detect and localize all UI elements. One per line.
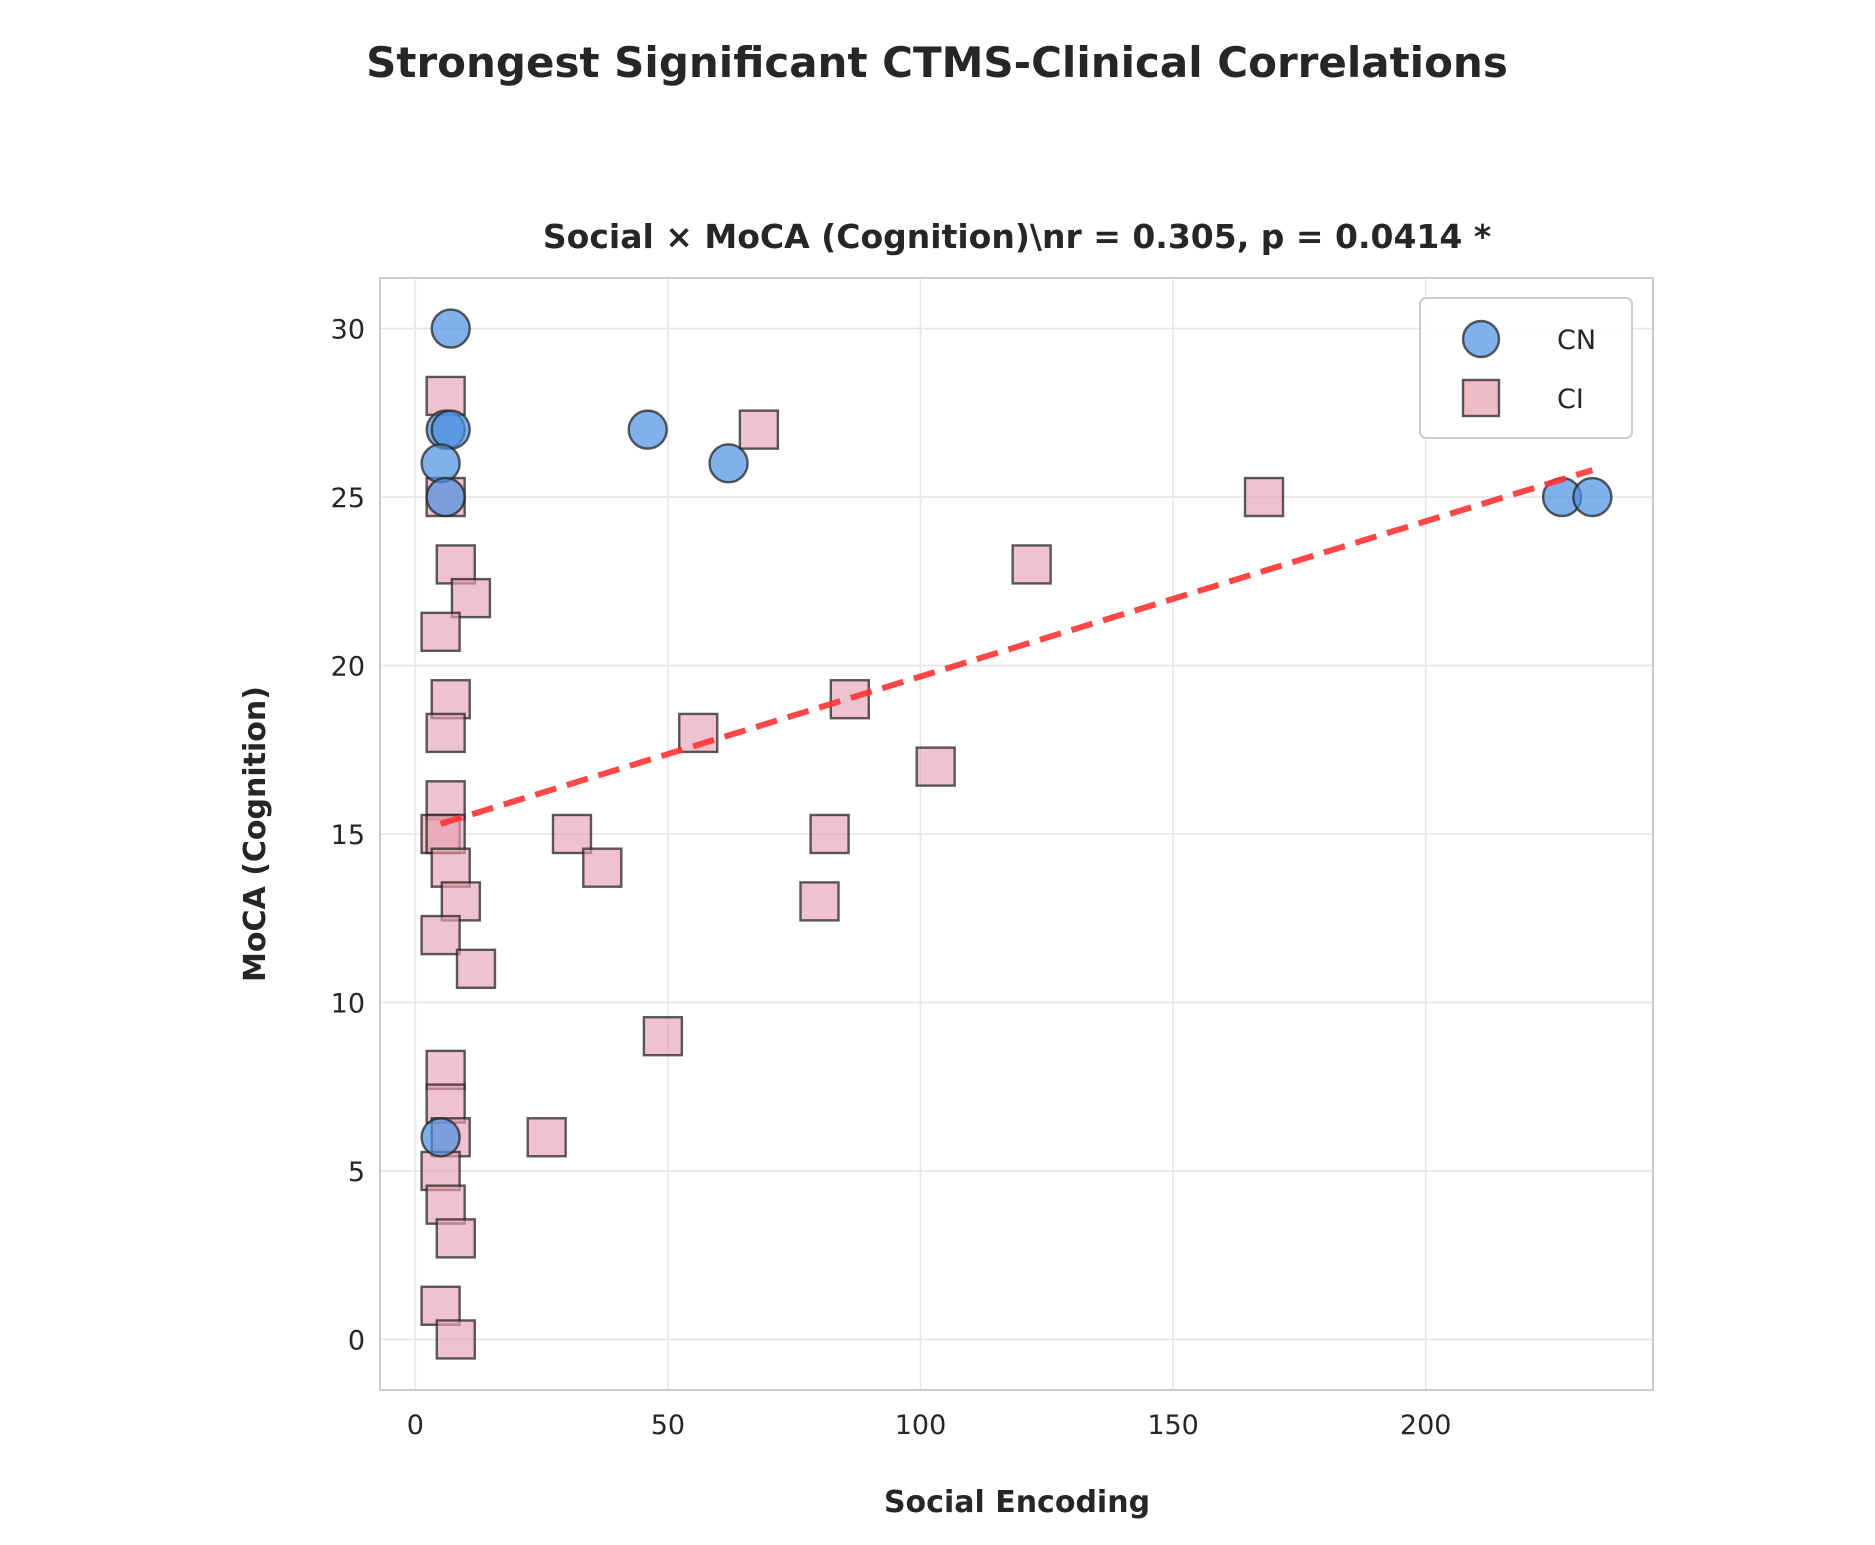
ci-point [455, 948, 497, 989]
ci-point [430, 847, 471, 888]
ci-point [425, 1083, 466, 1124]
y-tick-label: 0 [348, 1325, 365, 1356]
ci-point [1011, 544, 1052, 585]
ci-point [809, 813, 850, 855]
ci-point [1243, 476, 1285, 518]
ci-point [420, 1150, 461, 1192]
legend-ci-marker [1461, 378, 1501, 418]
ci-point [799, 881, 840, 922]
y-axis-label: MoCA (Cognition) [238, 686, 273, 982]
trend-line [439, 467, 1594, 827]
ci-point [435, 544, 476, 585]
cn-point [430, 409, 471, 450]
cn-point [627, 409, 668, 450]
ci-point [440, 881, 482, 922]
ci-point [526, 1117, 567, 1158]
ci-point [425, 712, 466, 754]
x-tick-label: 0 [407, 1410, 424, 1441]
x-axis-label: Social Encoding [884, 1485, 1150, 1520]
ci-point [420, 914, 461, 956]
legend-ci-label: CI [1557, 384, 1584, 415]
axes-title: Social × MoCA (Cognition)\nr = 0.305, p … [543, 217, 1491, 256]
axes-frame [379, 277, 1654, 1391]
ci-point [420, 611, 461, 653]
ci-point [425, 1049, 466, 1091]
cn-point [420, 1117, 461, 1158]
legend-cn-label: CN [1557, 325, 1596, 356]
ci-point [450, 577, 492, 619]
trend-line-group [439, 467, 1594, 827]
cn-point [425, 476, 466, 518]
y-tick-label: 20 [331, 652, 365, 683]
ci-point [435, 1218, 476, 1259]
x-tick-label: 50 [651, 1410, 685, 1441]
ci-point [425, 375, 466, 417]
cn-point [1572, 476, 1613, 518]
legend: CN CI [1419, 297, 1633, 439]
ci-point [425, 1184, 466, 1225]
y-tick-label: 25 [331, 483, 365, 514]
ci-point [420, 1285, 461, 1326]
plot-area: 0 50 100 150 200 0 5 10 15 20 25 30 [331, 277, 1654, 1441]
ci-point [425, 780, 466, 821]
data-markers [420, 308, 1613, 1360]
x-tick-label: 150 [1147, 1410, 1199, 1441]
legend-box [1419, 297, 1633, 439]
ci-point [829, 679, 870, 720]
y-tick-label: 30 [331, 315, 365, 346]
y-tick-label: 10 [331, 988, 365, 1019]
ci-point [430, 679, 471, 720]
cn-point [708, 443, 749, 484]
gridlines [380, 278, 1653, 1390]
y-tick-labels: 0 5 10 15 20 25 30 [331, 315, 365, 1357]
x-tick-labels: 0 50 100 150 200 [407, 1410, 1452, 1441]
y-tick-label: 15 [331, 820, 365, 851]
y-tick-label: 5 [348, 1157, 365, 1188]
ci-point [435, 1319, 476, 1360]
x-tick-label: 200 [1400, 1410, 1452, 1441]
ci-point [915, 746, 956, 787]
x-tick-label: 100 [895, 1410, 947, 1441]
cn-point [430, 308, 471, 349]
legend-cn-marker [1461, 319, 1501, 359]
ci-point [551, 813, 593, 855]
ci-point [582, 847, 623, 888]
ci-point [738, 409, 780, 450]
ci-point [642, 1015, 684, 1057]
cn-point [420, 443, 461, 484]
figure-title: Strongest Significant CTMS-Clinical Corr… [366, 38, 1508, 87]
